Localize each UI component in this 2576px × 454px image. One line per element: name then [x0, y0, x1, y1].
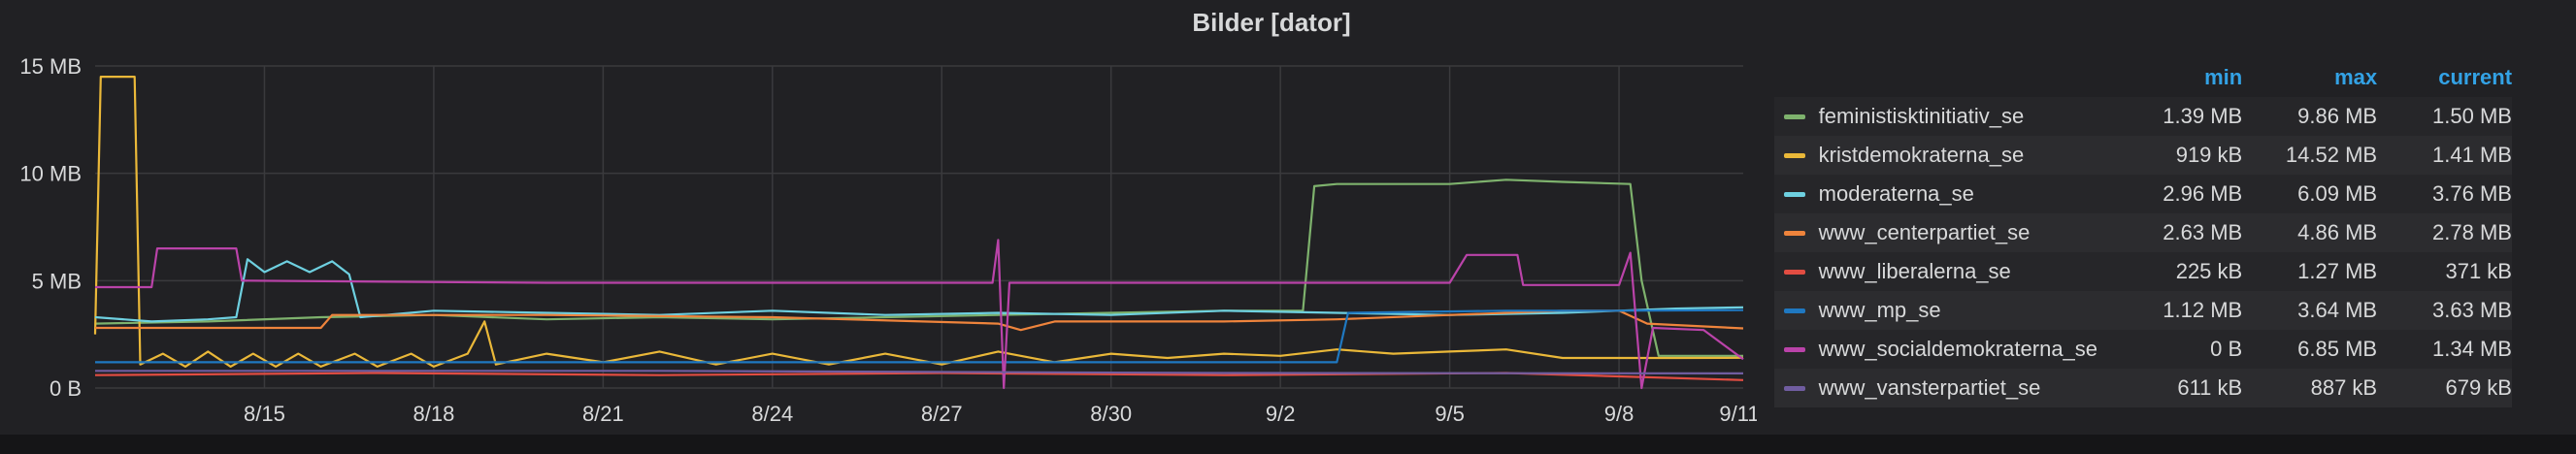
legend-max-value: 9.86 MB [2297, 104, 2378, 128]
y-tick-label: 0 B [50, 376, 82, 401]
legend-current-value: 2.78 MB [2432, 220, 2512, 244]
legend-row[interactable]: feministisktinitiativ_se 1.39 MB 9.86 MB… [1774, 97, 2512, 136]
legend-series-name[interactable]: moderaterna_se [1818, 181, 1974, 206]
y-tick-label: 5 MB [32, 269, 82, 293]
y-tick-label: 10 MB [19, 162, 82, 186]
legend-row[interactable]: moderaterna_se 2.96 MB 6.09 MB 3.76 MB [1774, 175, 2512, 213]
legend-min-value: 225 kB [2175, 259, 2243, 283]
legend-series-name[interactable]: www_socialdemokraterna_se [1818, 337, 2098, 361]
legend-header-min[interactable]: min [2204, 65, 2243, 89]
legend-current-value: 371 kB [2445, 259, 2512, 283]
legend-min-value: 1.12 MB [2163, 298, 2243, 322]
legend-row[interactable]: kristdemokraterna_se 919 kB 14.52 MB 1.4… [1774, 136, 2512, 175]
legend-max-value: 6.09 MB [2297, 181, 2378, 206]
series-color-swatch[interactable] [1783, 152, 1805, 158]
x-tick-label: 8/30 [1090, 402, 1132, 426]
legend-row[interactable]: www_mp_se 1.12 MB 3.64 MB 3.63 MB [1774, 291, 2512, 330]
legend-rows: feministisktinitiativ_se 1.39 MB 9.86 MB… [1774, 97, 2512, 407]
legend-current-value: 679 kB [2445, 375, 2512, 400]
legend-current-value: 3.76 MB [2432, 181, 2512, 206]
legend-header-current[interactable]: current [2438, 65, 2513, 89]
series-color-swatch[interactable] [1783, 308, 1805, 313]
legend-min-value: 2.63 MB [2163, 220, 2243, 244]
series-line-kristdemokraterna-se[interactable] [93, 76, 1744, 368]
x-tick-label: 8/27 [921, 402, 963, 426]
x-tick-label: 8/18 [413, 402, 454, 426]
y-tick-label: 15 MB [19, 54, 82, 79]
legend-table: min max current feministisktinitiativ_se… [1774, 58, 2512, 407]
legend-max-value: 6.85 MB [2297, 337, 2378, 361]
legend-series-name[interactable]: www_centerpartiet_se [1818, 220, 2031, 244]
legend-row[interactable]: www_socialdemokraterna_se 0 B 6.85 MB 1.… [1774, 330, 2512, 369]
legend-min-value: 611 kB [2177, 375, 2243, 400]
legend-current-value: 1.34 MB [2432, 337, 2512, 361]
series-color-swatch[interactable] [1783, 385, 1805, 391]
legend-min-value: 1.39 MB [2163, 104, 2243, 128]
legend-max-value: 3.64 MB [2297, 298, 2378, 322]
series-line-moderaterna-se[interactable] [94, 258, 1744, 323]
chart-grid [95, 65, 1743, 389]
series-color-swatch[interactable] [1783, 346, 1805, 352]
legend-min-value: 0 B [2210, 337, 2243, 361]
x-tick-label: 9/8 [1604, 402, 1635, 426]
legend-header: min max current [1774, 58, 2512, 97]
legend-series-name[interactable]: feministisktinitiativ_se [1818, 104, 2025, 128]
legend-header-max[interactable]: max [2334, 65, 2378, 89]
series-color-swatch[interactable] [1783, 114, 1805, 119]
legend-row[interactable]: www_vansterpartiet_se 611 kB 887 kB 679 … [1774, 369, 2512, 407]
legend-series-name[interactable]: kristdemokraterna_se [1818, 143, 2025, 167]
x-tick-label: 8/24 [751, 402, 793, 426]
legend-series-name[interactable]: www_liberalerna_se [1818, 259, 2011, 283]
series-line-www-vansterpartiet-se[interactable] [95, 370, 1744, 374]
series-color-swatch[interactable] [1783, 230, 1805, 236]
legend-max-value: 887 kB [2310, 375, 2378, 400]
x-tick-label: 9/2 [1266, 402, 1296, 426]
series-color-swatch[interactable] [1783, 269, 1805, 275]
legend-current-value: 1.41 MB [2432, 143, 2512, 167]
panel-title[interactable]: Bilder [dator] [1192, 8, 1351, 37]
legend-max-value: 14.52 MB [2285, 143, 2378, 167]
x-tick-label: 9/5 [1435, 402, 1465, 426]
y-axis-labels: 0 B 5 MB 10 MB 15 MB [19, 54, 82, 401]
legend-row[interactable]: www_liberalerna_se 225 kB 1.27 MB 371 kB [1774, 252, 2512, 291]
legend-series-name[interactable]: www_vansterpartiet_se [1818, 375, 2041, 400]
x-axis-labels: 8/15 8/18 8/21 8/24 8/27 8/30 9/2 9/5 9/8 9/11 [244, 402, 1757, 426]
chart-series-lines [93, 76, 1744, 390]
x-tick-label: 9/11 [1719, 402, 1757, 426]
legend-min-value: 919 kB [2175, 143, 2243, 167]
legend-row[interactable]: www_centerpartiet_se 2.63 MB 4.86 MB 2.7… [1774, 213, 2512, 252]
series-line-www-socialdemokraterna-se[interactable] [95, 239, 1744, 390]
legend-current-value: 1.50 MB [2432, 104, 2512, 128]
legend-min-value: 2.96 MB [2163, 181, 2243, 206]
legend-max-value: 4.86 MB [2297, 220, 2378, 244]
x-tick-label: 8/21 [582, 402, 624, 426]
series-color-swatch[interactable] [1783, 191, 1805, 197]
legend-series-name[interactable]: www_mp_se [1818, 298, 1941, 322]
series-line-www-mp-se[interactable] [95, 308, 1744, 364]
x-tick-label: 8/15 [244, 402, 285, 426]
legend-max-value: 1.27 MB [2297, 259, 2378, 283]
legend-current-value: 3.63 MB [2432, 298, 2512, 322]
